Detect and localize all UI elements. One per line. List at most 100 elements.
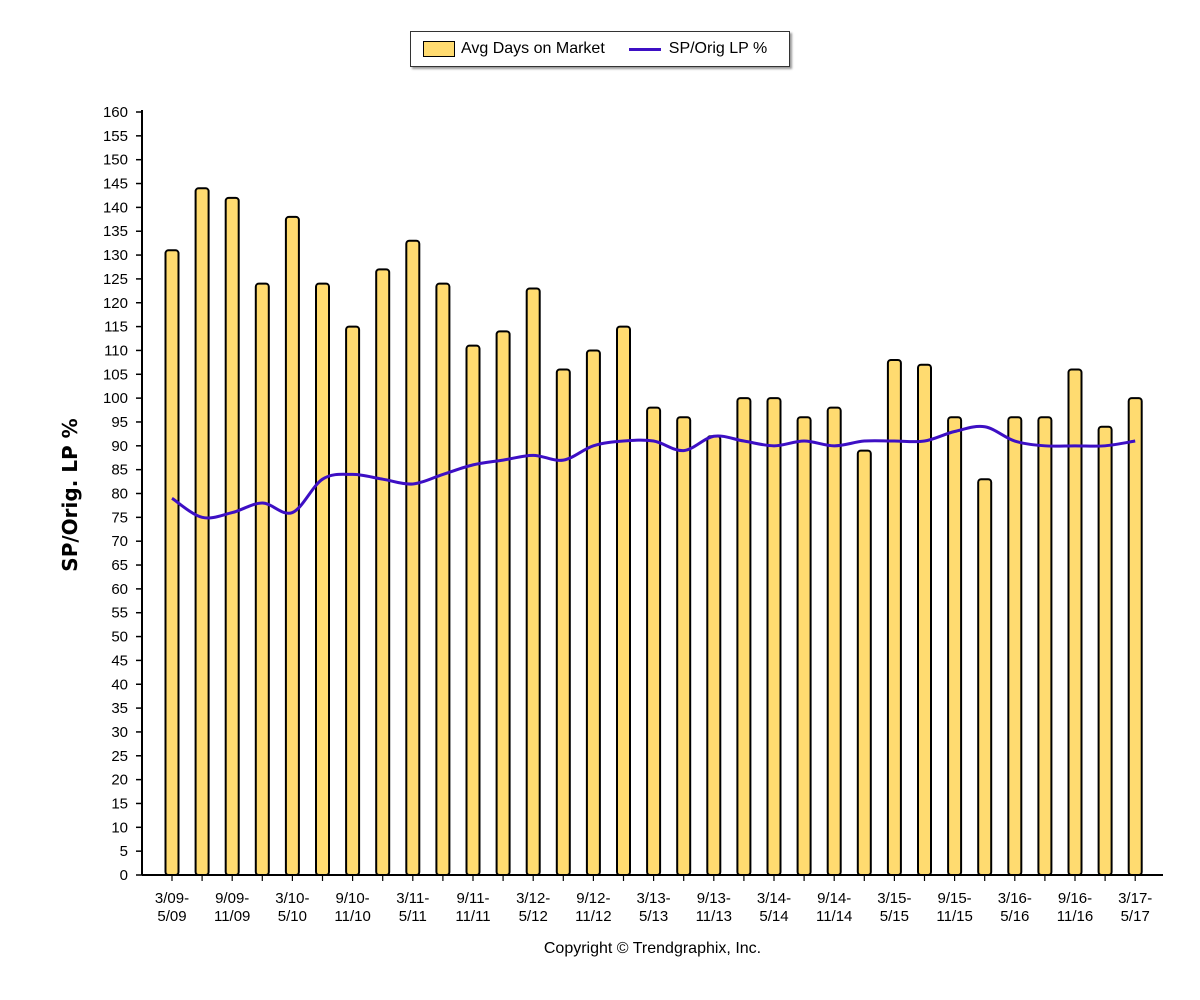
x-tick-label-line2: 11/09	[214, 908, 250, 925]
bar-avg-days	[1067, 368, 1083, 876]
y-tick-label: 50	[111, 629, 128, 646]
x-tick-label-line2: 5/10	[278, 908, 307, 925]
y-tick-label: 0	[120, 867, 128, 884]
x-tick-label-line1: 9/15-	[937, 890, 971, 907]
y-tick-label: 70	[111, 533, 128, 550]
bar-avg-days	[555, 368, 571, 876]
y-tick-label: 135	[103, 223, 128, 240]
bar-avg-days	[856, 449, 872, 876]
bar-avg-days	[254, 282, 270, 876]
bar-avg-days	[585, 349, 601, 876]
bar-avg-days	[796, 416, 812, 876]
bar-avg-days	[917, 363, 932, 876]
y-tick-label: 45	[111, 652, 128, 669]
y-tick-label: 40	[111, 676, 128, 693]
y-tick-label: 115	[104, 319, 128, 336]
bar-avg-days	[766, 397, 782, 876]
y-tick-label: 90	[111, 438, 128, 455]
x-tick-label-line1: 3/16-	[998, 890, 1032, 907]
x-tick-label-line2: 11/11	[455, 908, 490, 925]
bar-avg-days	[435, 282, 451, 876]
bar-avg-days	[947, 416, 963, 876]
legend-line-swatch	[628, 47, 661, 51]
y-tick-label: 105	[103, 366, 128, 383]
bar-avg-days	[706, 435, 722, 876]
x-tick-label-line1: 3/09-	[155, 890, 189, 907]
bar-avg-days	[224, 196, 240, 876]
y-tick-label: 20	[111, 772, 128, 789]
bar-avg-days	[886, 358, 902, 877]
bar-avg-days	[315, 282, 330, 876]
y-tick-label: 110	[104, 342, 128, 359]
y-tick-label: 35	[111, 700, 128, 717]
y-tick-label: 60	[111, 581, 128, 598]
x-tick-label-line2: 5/13	[639, 908, 668, 925]
x-tick-label-line1: 9/16-	[1058, 890, 1092, 907]
y-tick-label: 85	[111, 462, 128, 479]
bar-avg-days	[375, 268, 391, 876]
y-tick-label: 15	[111, 795, 128, 812]
x-tick-label-line2: 11/16	[1057, 908, 1093, 925]
y-tick-label: 155	[103, 128, 128, 145]
bar-avg-days	[676, 416, 692, 876]
x-tick-label-line2: 5/12	[519, 908, 548, 925]
y-tick-label: 10	[111, 819, 128, 836]
bar-avg-days	[646, 406, 662, 876]
bar-avg-days	[495, 330, 511, 876]
x-tick-label-line1: 3/15-	[877, 890, 911, 907]
bar-avg-days	[284, 215, 300, 877]
y-tick-label: 120	[103, 295, 128, 312]
bar-avg-days	[1037, 416, 1053, 876]
bar-avg-days	[525, 287, 541, 877]
x-tick-label-line1: 9/11-	[456, 890, 489, 907]
x-tick-label-line2: 11/14	[816, 908, 852, 925]
chart-legend: Avg Days on Market SP/Orig LP %	[410, 31, 790, 67]
y-tick-label: 150	[103, 152, 128, 169]
x-tick-label-line2: 5/14	[759, 908, 788, 925]
x-tick-label-line1: 3/11-	[396, 890, 429, 907]
x-tick-label-line1: 3/10-	[275, 890, 309, 907]
y-tick-label: 65	[111, 557, 128, 574]
bar-avg-days	[1007, 416, 1023, 876]
x-tick-label-line2: 5/11	[399, 908, 427, 925]
y-tick-label: 5	[120, 843, 128, 860]
legend-line-label: SP/Orig LP %	[668, 40, 768, 57]
line-sp-orig-lp	[171, 424, 1136, 520]
x-tick-label-line2: 5/15	[880, 908, 909, 925]
y-tick-label: 30	[111, 724, 128, 741]
bar-avg-days	[465, 344, 481, 876]
y-tick-label: 140	[103, 199, 128, 216]
bar-avg-days	[977, 478, 993, 876]
x-tick-label-line1: 3/14-	[757, 890, 791, 907]
x-tick-label-line1: 9/14-	[817, 890, 851, 907]
bar-avg-days	[164, 249, 180, 876]
y-axis-title: SP/Orig. LP %	[58, 418, 82, 572]
y-tick-label: 95	[111, 414, 128, 431]
y-tick-label: 55	[111, 605, 128, 622]
y-tick-label: 145	[103, 176, 128, 193]
x-tick-label-line2: 5/09	[157, 908, 186, 925]
x-tick-label-line2: 11/12	[575, 908, 611, 925]
x-tick-label-line2: 5/16	[1000, 908, 1029, 925]
x-tick-label-line2: 11/15	[936, 908, 972, 925]
x-tick-label-line2: 5/17	[1121, 908, 1150, 925]
legend-bar-label: Avg Days on Market	[461, 40, 605, 57]
bar-avg-days	[826, 406, 842, 876]
y-tick-label: 25	[111, 748, 128, 765]
bar-avg-days	[1097, 425, 1113, 876]
y-tick-label: 130	[103, 247, 128, 264]
y-tick-label: 160	[103, 104, 128, 121]
y-tick-label: 75	[111, 509, 128, 526]
x-tick-label-line1: 9/10-	[335, 890, 369, 907]
bar-avg-days	[194, 187, 210, 877]
y-tick-label: 125	[103, 271, 128, 288]
x-tick-label-line1: 9/13-	[697, 890, 731, 907]
x-tick-label-line1: 3/13-	[636, 890, 670, 907]
y-tick-label: 100	[103, 390, 128, 407]
bar-avg-days	[736, 397, 752, 876]
x-tick-label-line1: 3/12-	[516, 890, 550, 907]
bar-avg-days	[616, 325, 631, 876]
x-tick-label-line1: 9/09-	[215, 890, 249, 907]
x-tick-label-line1: 3/17-	[1118, 890, 1152, 907]
